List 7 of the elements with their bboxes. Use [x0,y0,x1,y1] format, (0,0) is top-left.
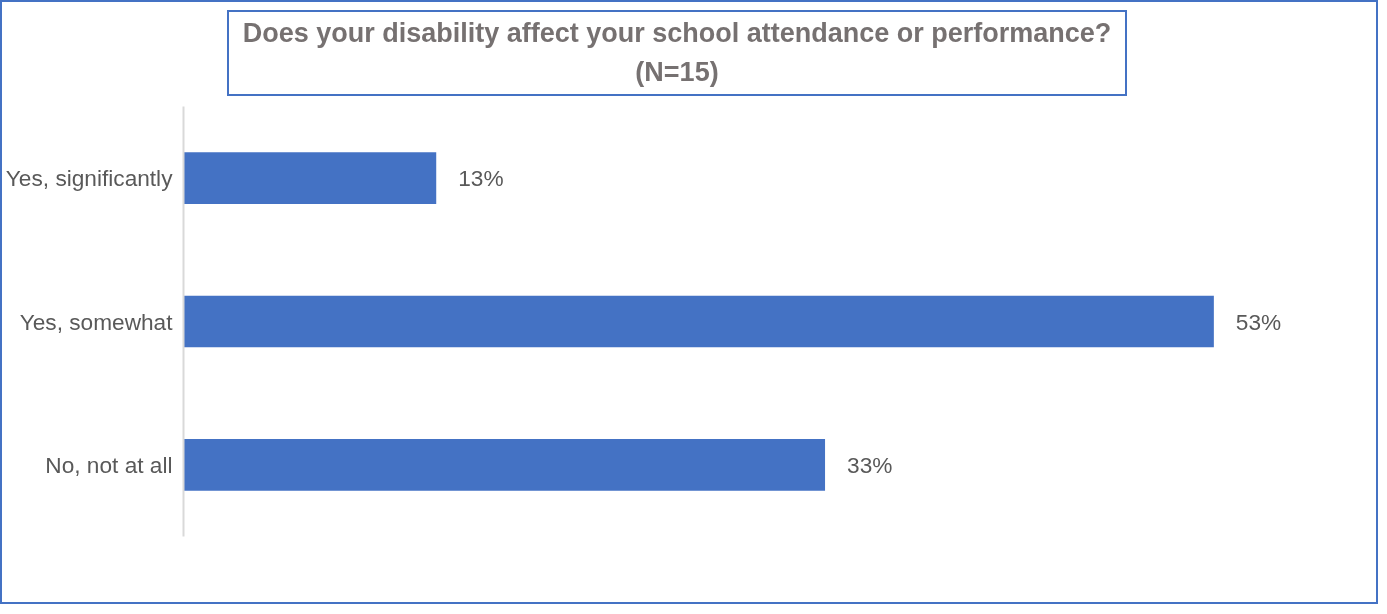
data-label: 33% [847,452,893,479]
y-tick-label: Yes, significantly [5,165,174,192]
y-tick-label: Yes, somewhat [19,308,174,335]
data-label: 53% [1235,308,1282,335]
y-tick-label: No, not at all [45,452,173,479]
data-label: 13% [458,165,504,192]
chart-title: Does your disability affect your school attendance or performance?(N=15) [241,17,1113,90]
